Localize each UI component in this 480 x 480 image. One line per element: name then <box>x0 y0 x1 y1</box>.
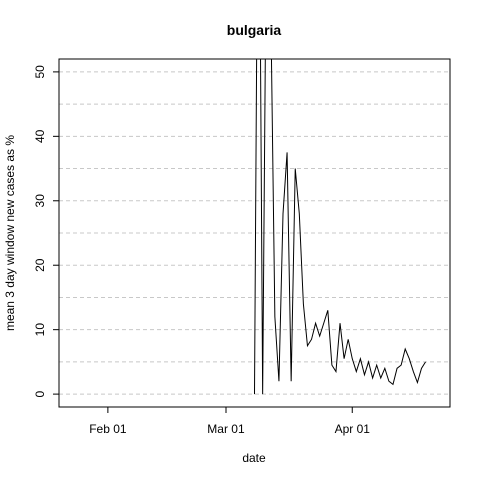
x-axis: Feb 01 Mar 01 Apr 01 <box>89 407 370 436</box>
x-tick-label: Mar 01 <box>207 422 245 436</box>
series-line <box>254 59 426 395</box>
x-tick-label: Apr 01 <box>335 422 371 436</box>
y-tick-label: 0 <box>33 390 47 397</box>
y-axis: 0 10 20 30 40 50 <box>33 65 59 397</box>
y-tick-label: 30 <box>33 194 47 208</box>
plot-frame <box>58 58 451 408</box>
y-tick-label: 10 <box>33 323 47 337</box>
y-axis-label: mean 3 day window new cases as % <box>3 135 17 331</box>
y-tick-label: 40 <box>33 129 47 143</box>
grid-lines <box>59 71 450 395</box>
y-tick-label: 50 <box>33 65 47 79</box>
x-tick-label: Feb 01 <box>89 422 127 436</box>
series-layer <box>254 59 426 395</box>
y-tick-label: 20 <box>33 258 47 272</box>
chart-title: bulgaria <box>227 22 282 38</box>
x-axis-label: date <box>242 451 266 465</box>
